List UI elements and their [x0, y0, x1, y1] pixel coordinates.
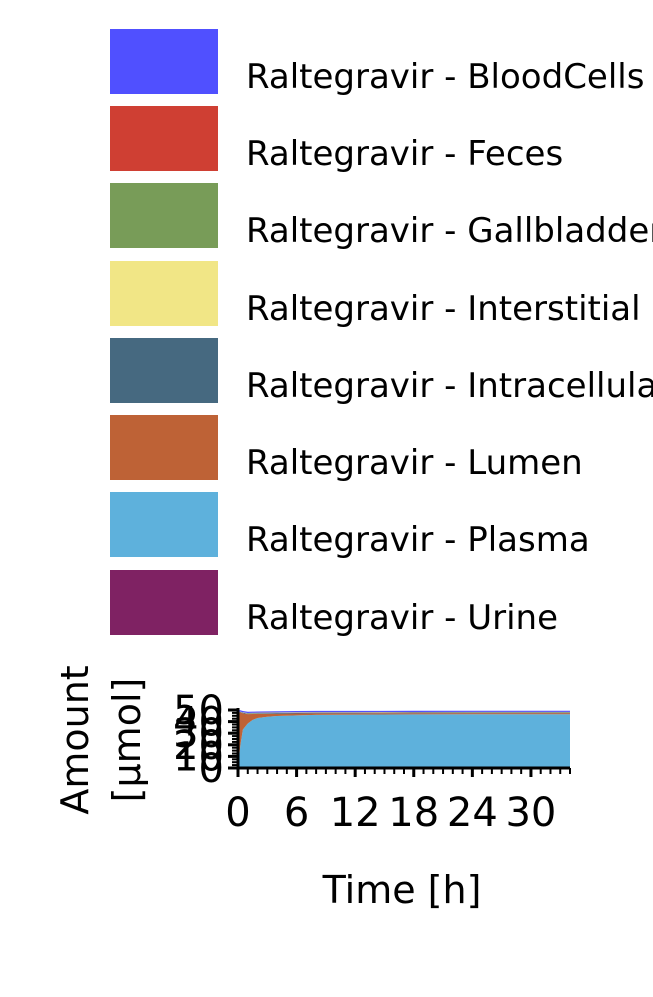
legend-item-interstitial: Raltegravir - Interstitial — [0, 261, 653, 329]
area-series-gallbladder — [238, 711, 570, 714]
y-tick-label: 10 — [173, 734, 224, 780]
legend-label-lumen: Raltegravir - Lumen — [246, 443, 583, 483]
x-tick-label: 24 — [447, 790, 498, 836]
legend: Raltegravir - BloodCells Raltegravir - F… — [0, 29, 653, 638]
legend-swatch-gallbladder — [110, 183, 218, 248]
y-tick-label: 30 — [173, 711, 224, 757]
legend-swatch-bloodcells — [110, 29, 218, 94]
x-axis-title: Time [h] — [322, 868, 482, 912]
legend-item-intracellular: Raltegravir - Intracellular — [0, 338, 653, 406]
x-tick-label: 18 — [388, 790, 439, 836]
area-series-plasma — [238, 714, 570, 768]
x-tick-label: 30 — [505, 790, 556, 836]
legend-swatch-interstitial — [110, 261, 218, 326]
legend-swatch-intracellular — [110, 338, 218, 403]
legend-label-plasma: Raltegravir - Plasma — [246, 520, 590, 560]
x-tick-label: 6 — [284, 790, 309, 836]
x-tick-label: 0 — [225, 790, 250, 836]
legend-item-plasma: Raltegravir - Plasma — [0, 492, 653, 560]
y-tick-label: 50 — [173, 688, 224, 734]
legend-item-urine: Raltegravir - Urine — [0, 570, 653, 638]
legend-label-intracellular: Raltegravir - Intracellular — [246, 366, 653, 406]
legend-item-gallbladder: Raltegravir - Gallbladder — [0, 183, 653, 251]
y-tick-label: 0 — [199, 746, 224, 792]
x-tick-label: 12 — [330, 790, 381, 836]
area-series-bloodcells — [238, 710, 570, 713]
y-axis-title-line1: Amount — [53, 665, 97, 814]
legend-label-feces: Raltegravir - Feces — [246, 134, 564, 174]
chart-areas — [238, 710, 570, 768]
legend-swatch-plasma — [110, 492, 218, 557]
legend-item-bloodcells: Raltegravir - BloodCells — [0, 29, 653, 97]
legend-swatch-urine — [110, 570, 218, 635]
y-axis-title-line2: [µmol] — [105, 678, 149, 803]
legend-item-lumen: Raltegravir - Lumen — [0, 415, 653, 483]
legend-swatch-feces — [110, 106, 218, 171]
legend-label-bloodcells: Raltegravir - BloodCells — [246, 57, 645, 97]
legend-item-feces: Raltegravir - Feces — [0, 106, 653, 174]
area-series-interstitial — [238, 711, 570, 714]
area-series-feces — [238, 711, 570, 714]
legend-label-gallbladder: Raltegravir - Gallbladder — [246, 211, 653, 251]
legend-label-urine: Raltegravir - Urine — [246, 598, 559, 638]
legend-swatch-lumen — [110, 415, 218, 480]
y-tick-label: 20 — [173, 723, 224, 769]
legend-label-interstitial: Raltegravir - Interstitial — [246, 289, 641, 329]
y-tick-label: 40 — [173, 700, 224, 746]
